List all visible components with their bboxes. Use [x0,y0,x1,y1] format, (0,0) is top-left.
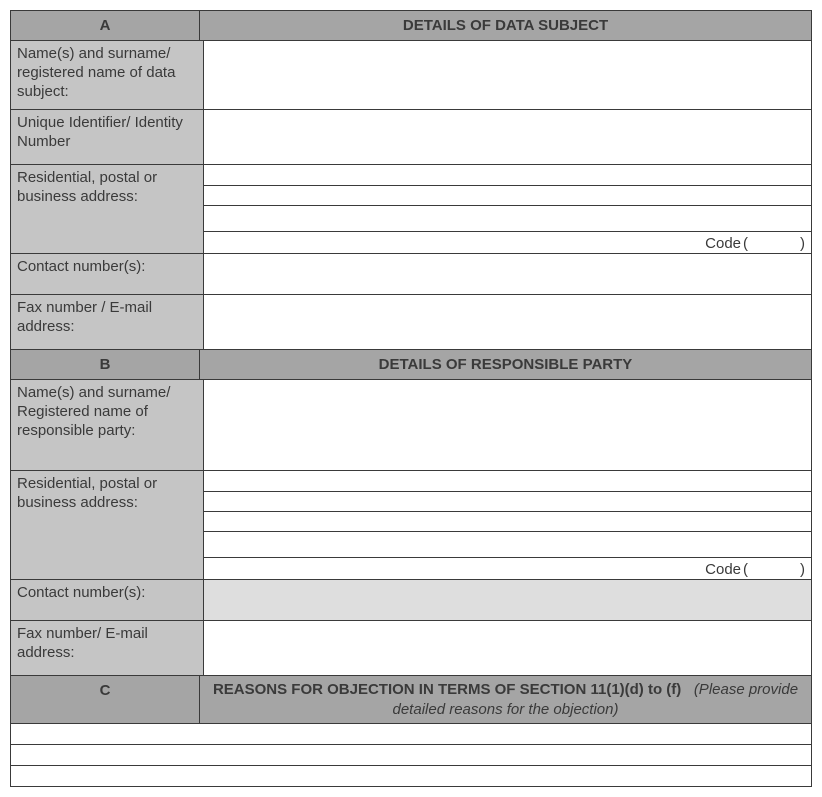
label-a-name: Name(s) and surname/ registered name of … [11,41,204,109]
row-a-fax-email: Fax number / E-mail address: [11,295,811,350]
reason-line[interactable] [11,766,811,787]
address-line[interactable] [204,471,811,492]
input-b-contact[interactable] [204,580,811,620]
input-a-fax-email[interactable] [204,295,811,349]
label-b-address: Residential, postal or business address: [11,471,204,579]
label-a-contact: Contact number(s): [11,254,204,294]
row-a-id: Unique Identifier/ Identity Number [11,110,811,165]
code-label: Code [705,561,741,578]
code-open-paren: ( [743,235,748,252]
address-line[interactable] [204,512,811,532]
label-a-id: Unique Identifier/ Identity Number [11,110,204,164]
label-b-contact: Contact number(s): [11,580,204,620]
row-b-name: Name(s) and surname/ Registered name of … [11,380,811,471]
section-c-header: C REASONS FOR OBJECTION IN TERMS OF SECT… [11,676,811,724]
code-label: Code [705,235,741,252]
row-b-fax-email: Fax number/ E-mail address: [11,621,811,676]
label-b-name: Name(s) and surname/ Registered name of … [11,380,204,470]
input-a-address[interactable]: Code ( ) [204,165,811,253]
address-line[interactable] [204,206,811,232]
label-a-address: Residential, postal or business address: [11,165,204,253]
address-line[interactable] [204,492,811,512]
input-a-id[interactable] [204,110,811,164]
input-a-contact[interactable] [204,254,811,294]
section-a-letter: A [11,11,200,40]
section-b-letter: B [11,350,200,379]
row-b-contact: Contact number(s): [11,580,811,621]
row-a-address: Residential, postal or business address:… [11,165,811,254]
section-c-title-bold: REASONS FOR OBJECTION IN TERMS OF SECTIO… [213,681,681,698]
objection-form: A DETAILS OF DATA SUBJECT Name(s) and su… [10,10,812,787]
code-close-paren: ) [800,561,805,578]
address-line[interactable] [204,532,811,558]
section-b-title: DETAILS OF RESPONSIBLE PARTY [200,350,811,379]
code-close-paren: ) [800,235,805,252]
code-open-paren: ( [743,561,748,578]
input-b-fax-email[interactable] [204,621,811,675]
label-b-fax-email: Fax number/ E-mail address: [11,621,204,675]
reason-line[interactable] [11,724,811,745]
section-c-letter: C [11,676,200,723]
address-line[interactable] [204,165,811,186]
section-a-header: A DETAILS OF DATA SUBJECT [11,11,811,41]
section-c-title: REASONS FOR OBJECTION IN TERMS OF SECTIO… [200,676,811,723]
row-b-address: Residential, postal or business address:… [11,471,811,580]
address-line[interactable] [204,186,811,206]
row-a-contact: Contact number(s): [11,254,811,295]
address-code-line[interactable]: Code ( ) [204,232,811,253]
input-b-name[interactable] [204,380,811,470]
section-b-header: B DETAILS OF RESPONSIBLE PARTY [11,350,811,380]
reason-line[interactable] [11,745,811,766]
input-b-address[interactable]: Code ( ) [204,471,811,579]
label-a-fax-email: Fax number / E-mail address: [11,295,204,349]
address-code-line[interactable]: Code ( ) [204,558,811,579]
row-a-name: Name(s) and surname/ registered name of … [11,41,811,110]
input-a-name[interactable] [204,41,811,109]
section-a-title: DETAILS OF DATA SUBJECT [200,11,811,40]
